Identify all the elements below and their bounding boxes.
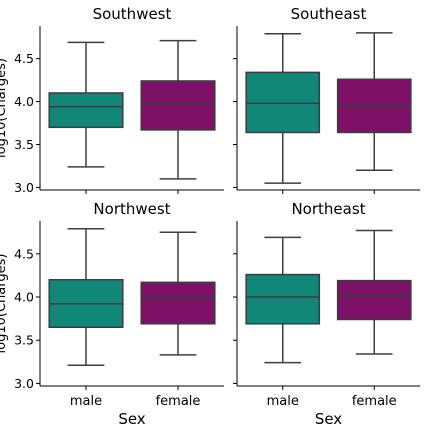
y-tick-label: 3.0	[14, 376, 34, 391]
y-tick-label: 3.5	[14, 333, 34, 348]
iqr-box	[336, 279, 412, 321]
panel-title: Northwest	[93, 200, 170, 218]
box-female	[140, 39, 216, 180]
x-axis-label: Sex	[315, 410, 342, 428]
box-female	[336, 32, 412, 172]
panel-southwest: Southwest 3.0 3.5 4.0 4.5 log10(Charges)	[0, 5, 224, 195]
x-tick-label: female	[156, 394, 201, 409]
box-male	[48, 228, 124, 367]
iqr-box	[336, 78, 412, 134]
box-male	[48, 41, 124, 168]
iqr-box	[48, 92, 124, 129]
box-female	[140, 231, 216, 356]
y-tick-label: 3.0	[14, 180, 34, 195]
box-male	[245, 32, 321, 184]
panel-northeast: Northeast male female Sex	[233, 200, 420, 428]
panel-northwest: Northwest 3.0 3.5 4.0 4.5 male female Sex log10(…	[0, 200, 224, 428]
y-tick-label: 4.0	[14, 94, 34, 109]
x-axis-label: Sex	[118, 410, 145, 428]
panel-southeast: Southeast	[233, 5, 420, 194]
panel-title: Southeast	[291, 5, 367, 23]
y-tick-label: 4.0	[14, 290, 34, 305]
iqr-box	[245, 71, 321, 134]
x-tick-label: male	[267, 394, 299, 409]
x-tick-label: male	[70, 394, 102, 409]
iqr-box	[140, 80, 216, 131]
box-male	[245, 236, 321, 364]
y-axis-label: log10(Charges)	[0, 254, 9, 354]
box-female	[336, 229, 412, 355]
y-tick-label: 4.5	[14, 246, 34, 261]
panel-title: Southwest	[93, 5, 172, 23]
iqr-box	[245, 273, 321, 325]
y-tick-label: 3.5	[14, 137, 34, 152]
panel-title: Northeast	[291, 200, 365, 218]
iqr-box	[140, 281, 216, 325]
y-axis-label: log10(Charges)	[0, 58, 9, 158]
x-tick-label: female	[352, 394, 397, 409]
y-tick-label: 4.5	[14, 51, 34, 66]
